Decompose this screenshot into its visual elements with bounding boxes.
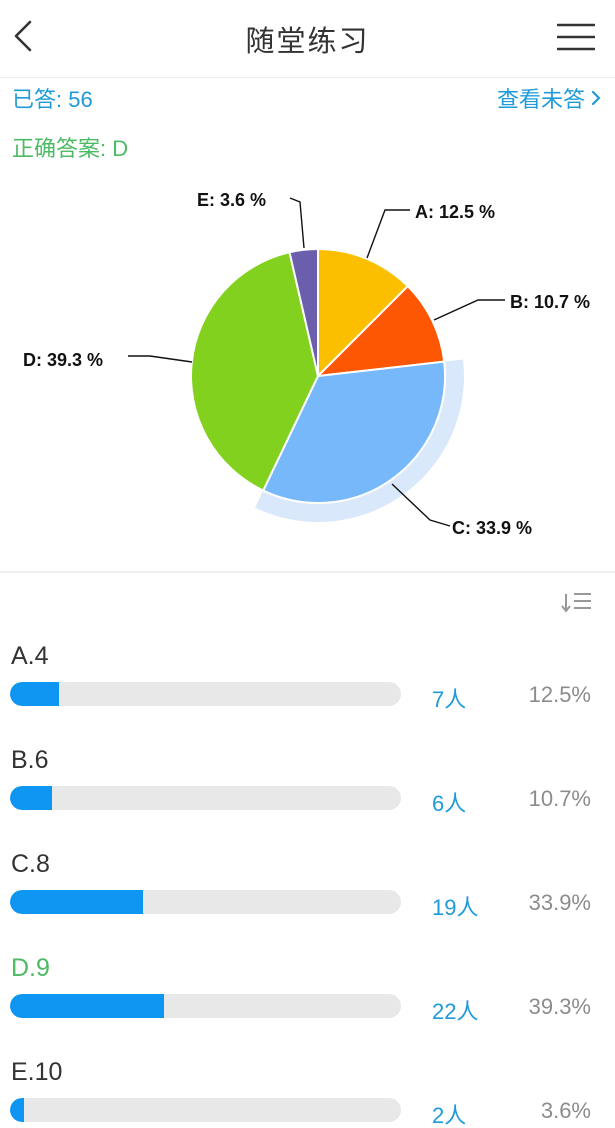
pie-slice-label: A: 12.5 %	[415, 202, 495, 222]
option-row-c: C.8 19人 33.9%	[0, 850, 615, 950]
option-label: D.9	[11, 954, 50, 982]
pie-highlight-ring	[255, 359, 464, 522]
page-title: 随堂练习	[245, 26, 370, 58]
option-percent: 3.6%	[540, 1098, 591, 1123]
progress-fill	[10, 682, 59, 706]
progress-fill	[10, 786, 52, 810]
option-label: A.4	[11, 642, 49, 670]
option-percent: 39.3%	[528, 994, 591, 1019]
pie-slice[interactable]	[315, 284, 446, 378]
view-unanswered-link[interactable]: 查看未答	[497, 82, 601, 114]
option-label: E.10	[11, 1058, 63, 1086]
pie-slice-label: B: 10.7 %	[510, 292, 590, 312]
pie-slice[interactable]	[317, 247, 410, 379]
pie-slice[interactable]	[288, 247, 319, 377]
pie-slice-label: D: 39.3 %	[23, 350, 103, 370]
option-percent: 12.5%	[528, 682, 591, 707]
hamburger-menu-icon	[556, 23, 596, 51]
progress-track	[10, 994, 401, 1018]
pie-leader-line	[366, 209, 410, 259]
progress-track	[10, 890, 401, 914]
answered-count: 已答: 56	[12, 87, 93, 112]
progress-fill	[10, 890, 143, 914]
pie-slice-label: C: 33.9 %	[452, 518, 532, 538]
pie-leader-line	[289, 197, 305, 249]
top-bar: 随堂练习	[0, 0, 615, 78]
pie-chart[interactable]: A: 12.5 % B: 10.7 % C: 33.9 % D: 39.3 % E: 3…	[0, 170, 615, 570]
option-percent: 10.7%	[528, 786, 591, 811]
progress-fill	[10, 1098, 25, 1122]
option-row-d: D.9 22人 39.3%	[0, 954, 615, 1054]
chevron-right-icon	[591, 90, 601, 106]
progress-fill	[10, 994, 164, 1018]
pie-leader-line	[128, 355, 193, 363]
option-row-a: A.4 7人 12.5%	[0, 642, 615, 742]
menu-button[interactable]	[556, 22, 596, 52]
option-percent: 33.9%	[528, 890, 591, 915]
option-row-b: B.6 6人 10.7%	[0, 746, 615, 846]
option-label: C.8	[11, 850, 50, 878]
pie-chart-svg: A: 12.5 % B: 10.7 % C: 33.9 % D: 39.3 % E: 3…	[23, 190, 590, 538]
pie-leader-line	[433, 299, 505, 321]
option-count: 6人	[432, 791, 467, 816]
pie-leader-line	[391, 483, 451, 527]
sort-list-icon	[561, 593, 591, 613]
correct-answer: 正确答案: D	[12, 136, 129, 161]
progress-track	[10, 682, 401, 706]
option-row-e: E.10 2人 3.6%	[0, 1058, 615, 1128]
back-button[interactable]	[8, 14, 40, 58]
option-count: 22人	[432, 999, 479, 1024]
progress-track	[10, 1098, 401, 1122]
chevron-left-icon	[14, 20, 32, 52]
view-unanswered-label: 查看未答	[496, 87, 585, 112]
option-count: 2人	[432, 1103, 467, 1128]
pie-slice-label: E: 3.6 %	[197, 190, 266, 210]
section-divider	[0, 571, 615, 573]
option-count: 19人	[432, 895, 479, 920]
sort-button[interactable]	[561, 590, 593, 616]
progress-track	[10, 786, 401, 810]
option-label: B.6	[11, 746, 49, 774]
option-count: 7人	[432, 687, 467, 712]
